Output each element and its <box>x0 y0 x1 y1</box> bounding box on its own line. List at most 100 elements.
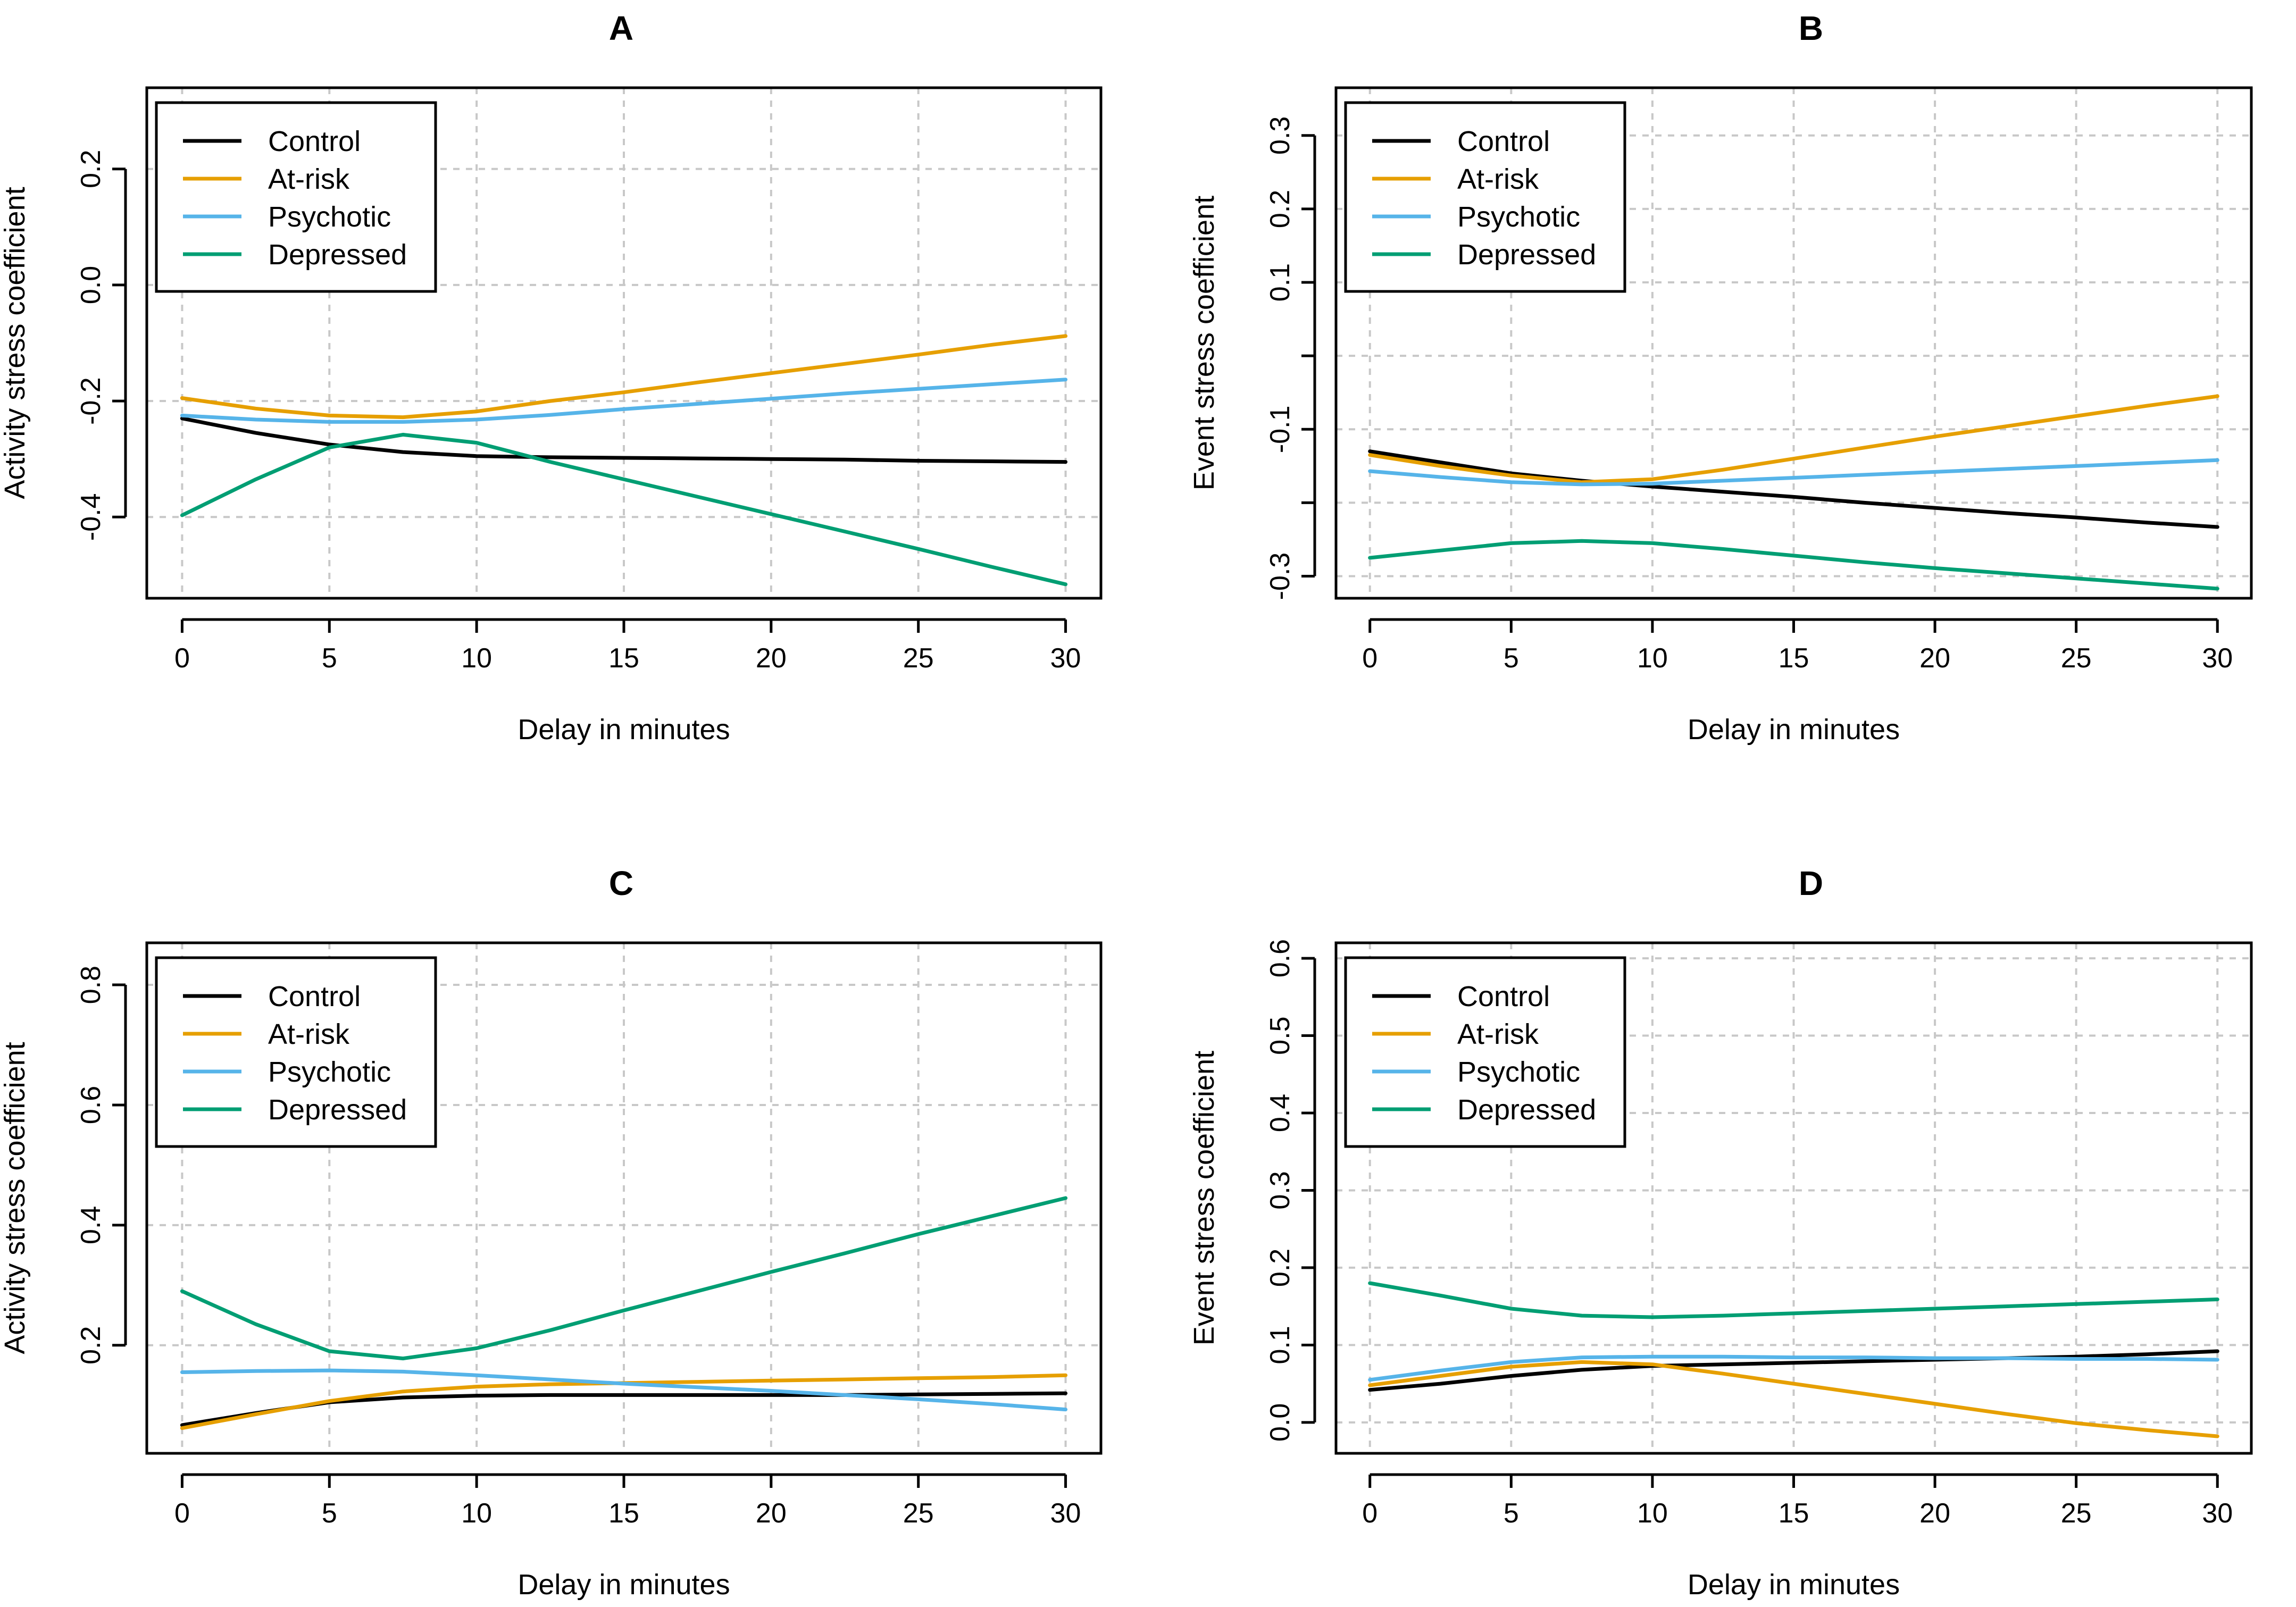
y-tick-label: -0.2 <box>76 377 106 425</box>
legend-label-atrisk: At-risk <box>1457 163 1539 195</box>
legend-label-atrisk: At-risk <box>268 1018 350 1050</box>
series-line-atrisk <box>180 334 1068 420</box>
y-tick-label: 0.2 <box>76 1326 106 1365</box>
legend-label-depressed: Depressed <box>1457 1094 1596 1126</box>
y-axis-label: Event stress coefficient <box>1188 1051 1220 1345</box>
y-tick-label: 0.4 <box>76 1206 106 1244</box>
legend-label-control: Control <box>268 125 361 157</box>
y-tick-label: 0.1 <box>1265 1326 1296 1364</box>
x-tick-label: 20 <box>1919 643 1950 674</box>
panel-a: A 0 5 10 15 20 25 30 -0.4 -0.2 0.0 0.2 Delay in minu… <box>0 9 1103 746</box>
legend-box <box>155 101 437 293</box>
y-tick-label: 0.3 <box>1265 116 1296 155</box>
x-tick-label: 15 <box>608 1498 639 1529</box>
series-line-control <box>1368 1349 2219 1392</box>
y-tick-label: 0.0 <box>76 266 106 304</box>
x-tick-label: 5 <box>1504 643 1519 674</box>
y-tick-label: 0.5 <box>1265 1016 1296 1054</box>
y-tick-label: 0.1 <box>1265 263 1296 302</box>
legend-label-control: Control <box>1457 125 1550 157</box>
y-tick-label: 0.0 <box>1265 1403 1296 1442</box>
legend-label-atrisk: At-risk <box>1457 1018 1539 1050</box>
y-tick-label: 0.2 <box>76 150 106 188</box>
legend-box <box>1344 956 1626 1148</box>
panel-title: B <box>1799 9 1823 47</box>
plot-frame <box>145 941 1103 1455</box>
legend-label-psychotic: Psychotic <box>268 201 391 233</box>
legend-label-atrisk: At-risk <box>268 163 350 195</box>
series-line-psychotic <box>180 378 1068 424</box>
y-tick-label: 0.2 <box>1265 1249 1296 1287</box>
x-tick-label: 30 <box>2202 1498 2233 1529</box>
x-tick-label: 20 <box>756 1498 787 1529</box>
series-line-control <box>180 416 1068 464</box>
x-tick-label: 20 <box>1919 1498 1950 1529</box>
y-axis-label: Activity stress coefficient <box>0 187 31 499</box>
y-tick-label: 0.4 <box>1265 1094 1296 1132</box>
series-line-psychotic <box>180 1368 1068 1412</box>
x-axis-label: Delay in minutes <box>517 1569 730 1601</box>
legend-label-control: Control <box>268 981 361 1012</box>
x-tick-label: 30 <box>1050 1498 1081 1529</box>
x-axis-label: Delay in minutes <box>1688 714 1900 746</box>
legend-label-depressed: Depressed <box>268 239 407 271</box>
plot-frame <box>1334 86 2253 600</box>
legend-label-depressed: Depressed <box>1457 239 1596 271</box>
legend-box <box>1344 101 1626 293</box>
x-tick-label: 5 <box>322 643 337 674</box>
x-tick-label: 0 <box>174 643 190 674</box>
x-tick-label: 0 <box>1362 1498 1377 1529</box>
legend-label-depressed: Depressed <box>268 1094 407 1126</box>
plot-frame <box>145 86 1103 600</box>
panel-d: D 0 5 10 15 20 25 30 0.0 0.1 0.2 0.3 0.4 0.5 0.6 Delay … <box>1188 864 2253 1601</box>
series-line-depressed <box>1368 1281 2219 1319</box>
panel-title: D <box>1799 864 1823 902</box>
x-tick-label: 5 <box>322 1498 337 1529</box>
x-tick-label: 10 <box>461 643 492 674</box>
x-tick-label: 10 <box>1637 643 1668 674</box>
panel-b: B 0 5 10 15 20 25 30 -0.3 -0.1 0.1 0.2 0.3 Delay in m… <box>1188 9 2253 746</box>
legend-label-control: Control <box>1457 981 1550 1012</box>
x-tick-label: 10 <box>461 1498 492 1529</box>
legend-label-psychotic: Psychotic <box>1457 201 1580 233</box>
x-tick-label: 0 <box>1362 643 1377 674</box>
series-line-depressed <box>180 432 1068 587</box>
legend-label-psychotic: Psychotic <box>1457 1056 1580 1088</box>
x-tick-label: 30 <box>2202 643 2233 674</box>
series-line-depressed <box>1368 539 2219 591</box>
x-tick-label: 15 <box>1779 643 1809 674</box>
x-tick-label: 0 <box>174 1498 190 1529</box>
x-axis-label: Delay in minutes <box>517 714 730 746</box>
x-tick-label: 25 <box>2061 643 2092 674</box>
y-tick-label: 0.2 <box>1265 190 1296 228</box>
series-line-atrisk <box>1368 1360 2219 1438</box>
legend: Control At-risk Psychotic Depressed <box>155 101 437 293</box>
x-tick-label: 30 <box>1050 643 1081 674</box>
y-axis-label: Activity stress coefficient <box>0 1042 31 1354</box>
legend: Control At-risk Psychotic Depressed <box>1344 101 1626 293</box>
legend: Control At-risk Psychotic Depressed <box>155 956 437 1148</box>
series-line-depressed <box>180 1196 1068 1361</box>
y-tick-label: -0.3 <box>1265 553 1296 600</box>
y-tick-label: -0.4 <box>76 493 106 541</box>
panel-title: A <box>609 9 633 47</box>
y-tick-label: 0.3 <box>1265 1171 1296 1209</box>
series-line-control <box>1368 449 2219 529</box>
legend: Control At-risk Psychotic Depressed <box>1344 956 1626 1148</box>
y-tick-label: 0.6 <box>1265 939 1296 977</box>
x-tick-label: 25 <box>2061 1498 2092 1529</box>
x-axis-label: Delay in minutes <box>1688 1569 1900 1601</box>
x-tick-label: 15 <box>1779 1498 1809 1529</box>
panel-title: C <box>609 864 633 902</box>
x-tick-label: 25 <box>903 643 934 674</box>
y-axis-label: Event stress coefficient <box>1188 196 1220 490</box>
x-tick-label: 15 <box>608 643 639 674</box>
y-tick-label: 0.8 <box>76 966 106 1004</box>
legend-label-psychotic: Psychotic <box>268 1056 391 1088</box>
x-tick-label: 10 <box>1637 1498 1668 1529</box>
y-tick-label: -0.1 <box>1265 405 1296 453</box>
x-tick-label: 25 <box>903 1498 934 1529</box>
legend-box <box>155 956 437 1148</box>
plot-frame <box>1334 941 2253 1455</box>
